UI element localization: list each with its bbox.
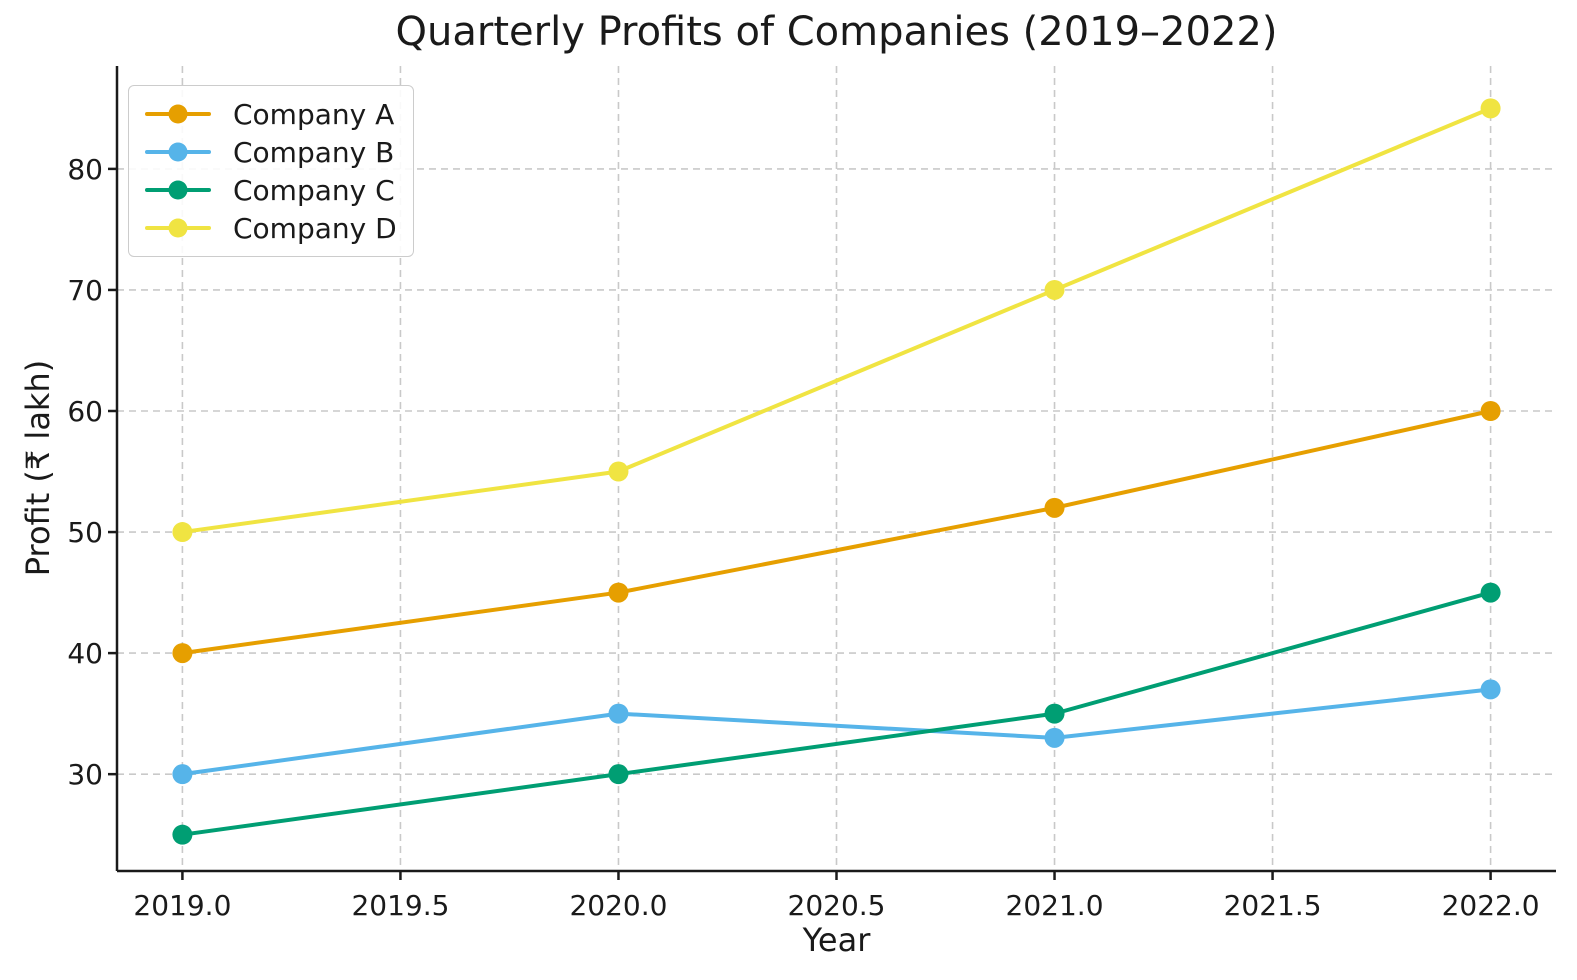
data-point-company-c — [1044, 703, 1065, 724]
y-tick-label: 50 — [67, 516, 103, 549]
data-point-company-a — [1044, 497, 1065, 518]
series-line-company-a — [180, 409, 1493, 656]
y-tick-label: 30 — [67, 758, 103, 791]
y-axis-label: Profit (₹ lakh) — [19, 359, 57, 577]
y-tick-label: 40 — [67, 637, 103, 670]
series-line-company-c — [180, 590, 1493, 837]
data-point-company-b — [172, 764, 193, 785]
x-tick-label: 2019.0 — [133, 889, 231, 922]
x-tick-label: 2022.0 — [1442, 889, 1540, 922]
y-tick-label: 60 — [67, 395, 103, 428]
data-point-company-d — [1044, 279, 1065, 300]
data-point-company-a — [1480, 401, 1501, 421]
legend-label-company-c: Company C — [233, 173, 395, 207]
legend-label-company-d: Company D — [233, 211, 397, 245]
y-tick-label: 80 — [67, 153, 103, 186]
legend: Company A Company B Company C Company D — [128, 85, 414, 257]
line-marker-swatch-icon — [145, 180, 211, 200]
data-point-company-c — [172, 824, 193, 845]
data-point-company-a — [608, 582, 629, 603]
legend-item-company-b: Company B — [145, 133, 397, 171]
line-marker-swatch-icon — [145, 218, 211, 238]
line-marker-swatch-icon — [145, 104, 211, 124]
data-point-company-c — [1480, 582, 1501, 603]
series-line-company-d — [180, 106, 1493, 535]
data-point-company-b — [1480, 679, 1501, 700]
legend-label-company-b: Company B — [233, 135, 395, 169]
data-point-company-b — [608, 703, 629, 724]
data-point-company-d — [608, 461, 629, 482]
series-line-company-b — [180, 687, 1493, 777]
data-point-company-c — [608, 764, 629, 785]
line-marker-swatch-icon — [145, 142, 211, 162]
legend-label-company-a: Company A — [233, 97, 395, 131]
legend-item-company-a: Company A — [145, 95, 397, 133]
x-tick-label: 2019.5 — [351, 889, 449, 922]
legend-item-company-d: Company D — [145, 209, 397, 247]
legend-item-company-c: Company C — [145, 171, 397, 209]
chart-title: Quarterly Profits of Companies (2019–202… — [395, 9, 1278, 55]
x-tick-label: 2020.5 — [788, 889, 886, 922]
data-point-company-b — [1044, 727, 1065, 748]
data-point-company-a — [172, 643, 193, 664]
x-tick-label: 2020.0 — [569, 889, 667, 922]
x-tick-label: 2021.0 — [1006, 889, 1104, 922]
data-point-company-d — [1480, 98, 1501, 119]
x-tick-label: 2021.5 — [1224, 889, 1322, 922]
x-axis-label: Year — [802, 921, 871, 959]
y-tick-label: 70 — [67, 274, 103, 307]
data-point-company-d — [172, 522, 193, 543]
